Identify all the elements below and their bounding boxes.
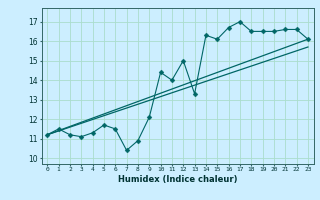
X-axis label: Humidex (Indice chaleur): Humidex (Indice chaleur) [118,175,237,184]
